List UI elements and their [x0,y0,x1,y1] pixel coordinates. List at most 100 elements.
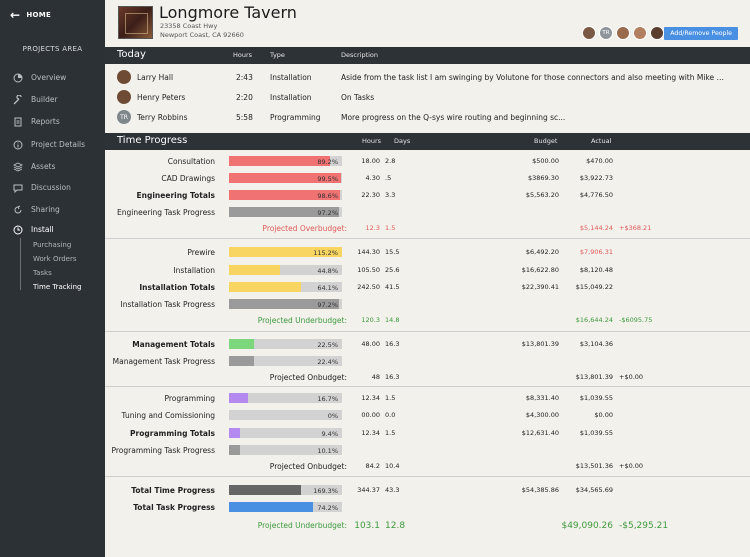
row-actual: $13,501.36 [575,462,613,470]
row-diff: +$368.21 [619,224,652,232]
assets-icon [12,161,23,172]
progress-percent: 0% [327,411,338,420]
row-actual: $0.00 [594,411,613,419]
progress-row: Programming Totals 9.4% 12.34 1.5 $12,631.40… [105,426,750,440]
row-hours: 00.00 [361,411,380,419]
sidebar-item-project-details[interactable]: Project Details [12,139,85,150]
progress-bar: 44.8% [229,265,342,275]
sidebar-item-install[interactable]: Install [12,224,54,235]
row-actual: $1,039.55 [579,394,613,402]
row-name: Henry Peters [137,93,186,102]
row-hours: 4.30 [365,174,380,182]
row-label: Engineering Totals [136,191,215,200]
row-actual: $16,644.24 [575,316,613,324]
progress-fill [229,356,254,366]
row-label: Programming [164,394,215,403]
col-description: Description [341,51,379,59]
row-hours: 344.37 [357,486,380,494]
progress-percent: 44.8% [317,266,338,275]
row-hours: 48.00 [361,340,380,348]
home-link[interactable]: ← HOME [10,9,52,21]
col-tp-days: Days [394,137,411,145]
avatar[interactable]: TR [599,26,613,40]
info-icon [12,139,23,150]
progress-percent: 22.5% [317,340,338,349]
progress-fill [229,173,341,183]
progress-percent: 74.2% [317,503,338,512]
table-row[interactable]: Henry Peters 2:20 Installation On Tasks [105,88,750,106]
progress-fill [229,299,339,309]
progress-percent: 169.3% [313,486,338,495]
avatar[interactable] [650,26,664,40]
row-actual: $49,090.26 [561,521,613,531]
report-icon [12,116,23,127]
progress-row: Management Totals 22.5% 48.00 16.3 $13,801.3… [105,337,750,351]
progress-percent: 10.1% [317,446,338,455]
section-divider [105,476,750,477]
progress-row: Prewire 115.2% 144.30 15.5 $6,492.20 $7,906.3… [105,245,750,259]
projection-row: Projected Onbudget: 48 16.3 $13,801.39 +$0.0… [105,370,750,384]
clock-icon [12,224,23,235]
progress-row: Total Time Progress 169.3% 344.37 43.3 $54,3… [105,483,750,497]
progress-bar: 22.5% [229,339,342,349]
progress-bar: 9.4% [229,428,342,438]
row-hours: 5:58 [236,113,253,122]
row-label: Management Totals [132,340,215,349]
subnav-purchasing[interactable]: Purchasing [33,241,72,249]
row-label: Tuning and Comissioning [121,411,215,420]
progress-fill [229,247,342,257]
progress-bar: 16.7% [229,393,342,403]
row-days: 41.5 [385,283,400,291]
sidebar-item-overview[interactable]: Overview [12,72,66,83]
row-days: 12.8 [385,521,406,531]
wrench-icon [12,94,23,105]
progress-percent: 115.2% [313,248,338,257]
row-label: Installation [173,266,215,275]
progress-bar: 115.2% [229,247,342,257]
sidebar-item-discussion[interactable]: Discussion [12,182,71,193]
row-hours: 12.3 [365,224,380,232]
row-days: 16.3 [385,340,400,348]
avatar [117,90,131,104]
row-hours: 2:43 [236,73,253,82]
sidebar-item-assets[interactable]: Assets [12,161,55,172]
progress-bar: 97.2% [229,299,342,309]
project-photo [118,6,153,39]
add-remove-people-button[interactable]: Add/Remove People [664,27,738,40]
row-diff: -$6095.75 [619,316,653,324]
progress-percent: 89.2% [317,157,338,166]
progress-fill [229,156,330,166]
progress-row: Programming Task Progress 10.1% [105,443,750,457]
progress-percent: 99.5% [317,174,338,183]
section-divider [105,238,750,239]
time-progress-title: Time Progress [117,135,188,146]
row-label: Prewire [187,248,215,257]
avatar[interactable] [616,26,630,40]
col-tp-hours: Hours [362,137,382,145]
row-actual: $7,906.31 [579,248,613,256]
subnav-tasks[interactable]: Tasks [33,269,52,277]
progress-fill [229,445,240,455]
progress-fill [229,282,301,292]
sidebar-item-builder[interactable]: Builder [12,94,58,105]
col-tp-actual: Actual [591,137,612,145]
progress-row: Total Task Progress 74.2% [105,500,750,514]
row-label: Consultation [167,157,215,166]
overview-icon [12,72,23,83]
sidebar-item-sharing[interactable]: Sharing [12,204,60,215]
sidebar-item-reports[interactable]: Reports [12,116,60,127]
row-hours: 84.2 [365,462,380,470]
subnav-time-tracking[interactable]: Time Tracking [33,283,82,291]
home-label: HOME [26,11,52,19]
row-budget: $6,492.20 [525,248,559,256]
avatar[interactable] [633,26,647,40]
row-actual: $470.00 [586,157,613,165]
row-budget: $13,801.39 [521,340,559,348]
table-row[interactable]: TR Terry Robbins 5:58 Programming More progr… [105,108,750,126]
subnav-work-orders[interactable]: Work Orders [33,255,77,263]
table-row[interactable]: Larry Hall 2:43 Installation Aside from the… [105,68,750,86]
row-hours: 120.3 [361,316,380,324]
row-label: Projected Overbudget: [262,224,347,233]
avatar[interactable] [582,26,596,40]
progress-percent: 98.6% [317,191,338,200]
